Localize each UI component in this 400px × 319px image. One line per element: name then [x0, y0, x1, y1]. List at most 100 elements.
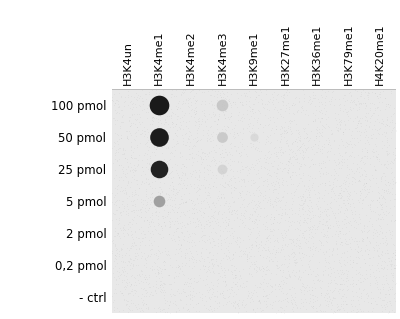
- Point: [112, 243, 118, 249]
- Point: [153, 210, 159, 215]
- Point: [263, 271, 269, 277]
- Point: [283, 130, 290, 135]
- Point: [302, 197, 308, 202]
- Point: [228, 182, 234, 187]
- Point: [269, 259, 276, 264]
- Point: [152, 251, 159, 256]
- Point: [120, 293, 126, 298]
- Point: [190, 259, 196, 264]
- Point: [250, 254, 257, 259]
- Point: [165, 210, 171, 215]
- Point: [254, 137, 260, 142]
- Point: [192, 260, 199, 265]
- Point: [359, 187, 365, 192]
- Point: [294, 160, 300, 165]
- Point: [340, 197, 346, 202]
- Point: [316, 129, 322, 134]
- Point: [276, 211, 282, 217]
- Point: [206, 204, 212, 209]
- Point: [271, 187, 278, 192]
- Point: [288, 237, 294, 242]
- Point: [342, 149, 348, 154]
- Point: [378, 196, 385, 201]
- Point: [227, 162, 233, 167]
- Point: [349, 288, 355, 293]
- Point: [284, 183, 290, 188]
- Point: [230, 253, 236, 258]
- Point: [186, 239, 192, 244]
- Point: [303, 241, 310, 246]
- Point: [276, 281, 282, 286]
- Point: [126, 258, 133, 263]
- Point: [198, 228, 205, 233]
- Point: [243, 279, 249, 284]
- Point: [312, 230, 318, 235]
- Point: [326, 99, 333, 104]
- Point: [186, 152, 192, 157]
- Point: [202, 205, 208, 210]
- Point: [195, 218, 201, 223]
- Point: [292, 102, 298, 107]
- Point: [129, 240, 136, 245]
- Point: [317, 100, 324, 105]
- Point: [198, 89, 205, 94]
- Point: [122, 173, 128, 178]
- Point: [188, 293, 195, 298]
- Point: [256, 244, 262, 249]
- Point: [120, 241, 126, 247]
- Point: [301, 219, 307, 225]
- Point: [182, 143, 189, 148]
- Point: [180, 237, 187, 242]
- Point: [172, 94, 179, 99]
- Point: [190, 254, 196, 259]
- Point: [225, 96, 232, 101]
- Point: [298, 154, 305, 160]
- Point: [239, 202, 245, 207]
- Point: [172, 201, 178, 206]
- Point: [238, 149, 244, 154]
- Point: [140, 303, 147, 308]
- Point: [160, 284, 166, 289]
- Point: [330, 288, 337, 293]
- Point: [128, 244, 134, 249]
- Point: [378, 176, 385, 181]
- Point: [376, 120, 382, 125]
- Point: [382, 301, 389, 307]
- Point: [314, 278, 320, 283]
- Point: [114, 198, 120, 203]
- Point: [301, 99, 307, 104]
- Point: [264, 134, 270, 139]
- Point: [338, 159, 344, 164]
- Point: [364, 139, 371, 144]
- Point: [293, 256, 300, 261]
- Point: [218, 160, 224, 165]
- Point: [296, 99, 302, 104]
- Point: [133, 97, 139, 102]
- Point: [145, 208, 151, 213]
- Point: [114, 184, 120, 189]
- Point: [279, 180, 286, 185]
- Point: [132, 138, 138, 143]
- Point: [379, 174, 385, 179]
- Point: [323, 288, 330, 293]
- Point: [218, 195, 224, 200]
- Point: [112, 207, 119, 212]
- Point: [388, 117, 395, 122]
- Point: [183, 198, 189, 203]
- Point: [337, 231, 344, 236]
- Point: [114, 250, 120, 256]
- Point: [203, 287, 210, 293]
- Point: [317, 218, 323, 223]
- Point: [222, 278, 229, 283]
- Point: [295, 211, 301, 217]
- Point: [153, 116, 160, 121]
- Point: [202, 184, 208, 189]
- Point: [288, 177, 294, 182]
- Point: [218, 171, 224, 176]
- Point: [168, 179, 175, 184]
- Point: [239, 238, 246, 243]
- Point: [246, 170, 253, 175]
- Point: [318, 160, 324, 165]
- Point: [358, 236, 365, 241]
- Point: [278, 299, 284, 304]
